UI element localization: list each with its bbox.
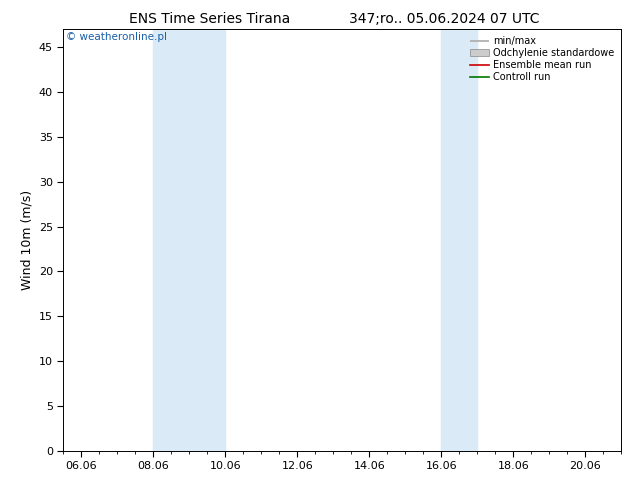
Legend: min/max, Odchylenie standardowe, Ensemble mean run, Controll run: min/max, Odchylenie standardowe, Ensembl…: [468, 34, 616, 84]
Text: ENS Time Series Tirana: ENS Time Series Tirana: [129, 12, 290, 26]
Text: © weatheronline.pl: © weatheronline.pl: [66, 31, 167, 42]
Bar: [153, 29, 225, 451]
Text: 347;ro.. 05.06.2024 07 UTC: 347;ro.. 05.06.2024 07 UTC: [349, 12, 539, 26]
Bar: [441, 29, 477, 451]
Y-axis label: Wind 10m (m/s): Wind 10m (m/s): [20, 190, 34, 290]
